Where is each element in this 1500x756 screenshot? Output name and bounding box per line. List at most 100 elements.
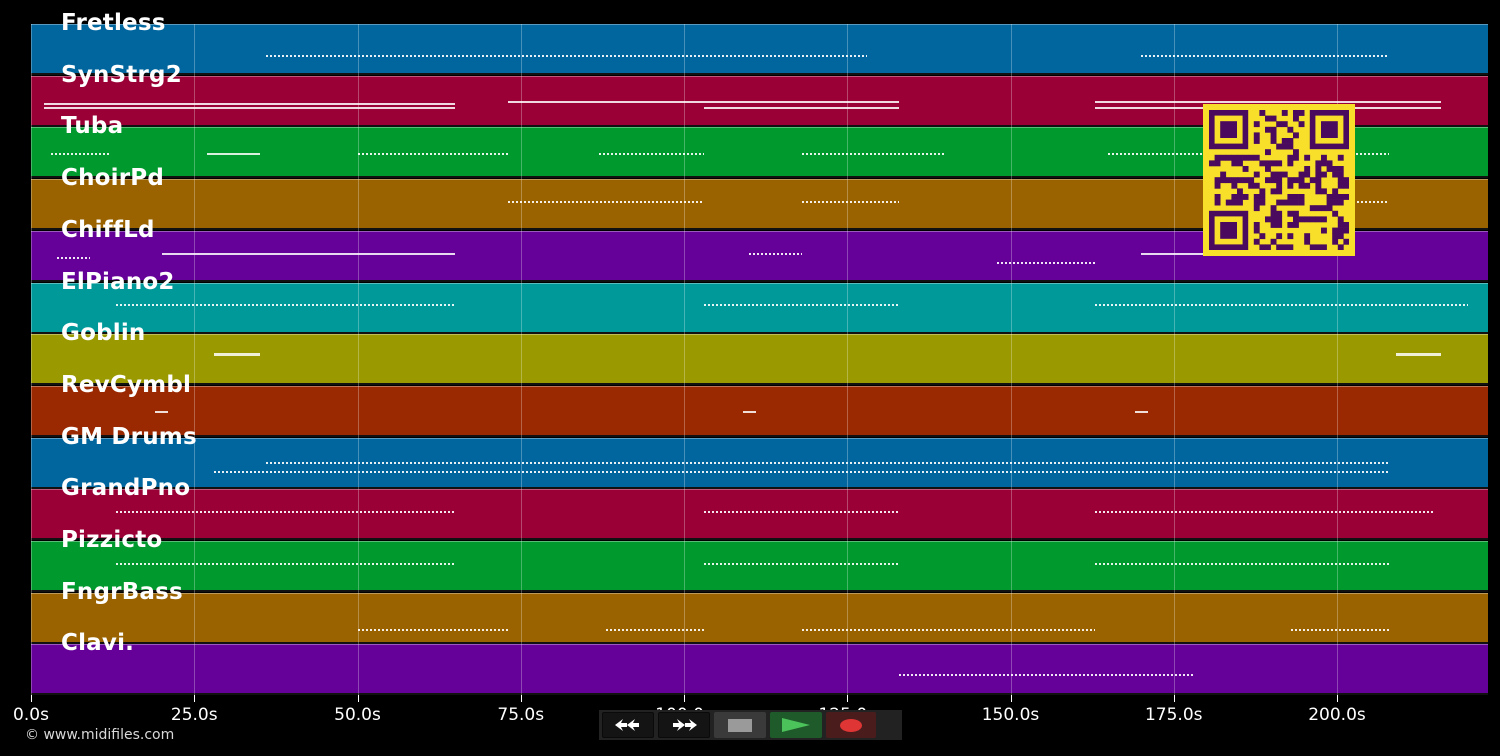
track-lane[interactable] <box>31 385 1488 437</box>
midi-note <box>801 628 1096 631</box>
axis-tick <box>520 695 522 702</box>
midi-note <box>599 153 704 156</box>
grid-line <box>1173 24 1175 695</box>
midi-note <box>57 256 90 259</box>
track-label: GrandPno <box>61 475 191 502</box>
track-label: Clavi. <box>61 630 135 657</box>
midi-note <box>1141 252 1207 255</box>
track-label: ElPiano2 <box>61 268 175 295</box>
axis-tick <box>194 695 196 702</box>
midi-note <box>1291 628 1390 631</box>
axis-tick-label: 175.0s <box>1144 705 1203 725</box>
axis-tick-label: 75.0s <box>497 705 545 725</box>
midi-note <box>749 252 802 255</box>
grid-line <box>520 24 522 695</box>
midi-note <box>703 511 900 514</box>
midi-note <box>605 628 704 631</box>
midi-note <box>44 102 456 105</box>
midi-note <box>801 153 946 156</box>
midi-note <box>703 106 900 109</box>
qr-code <box>1203 104 1355 256</box>
grid-line <box>847 24 849 695</box>
record-button[interactable] <box>826 712 876 738</box>
midi-note <box>1337 201 1390 204</box>
midi-note <box>1134 410 1148 413</box>
axis-tick <box>357 695 359 702</box>
track-label: Pizzicto <box>61 527 163 553</box>
axis-tick <box>847 695 849 702</box>
midi-note <box>213 353 260 357</box>
qr-code-icon <box>1209 110 1349 250</box>
midi-note <box>44 106 456 109</box>
midi-note <box>899 674 1194 677</box>
midi-note <box>161 252 456 255</box>
axis-tick-label: 0.0s <box>13 705 49 725</box>
fast-forward-icon <box>673 719 697 731</box>
play-button[interactable] <box>770 712 822 738</box>
track-label: Goblin <box>61 320 146 347</box>
copyright-text: © www.midifiles.com <box>25 727 175 743</box>
track-label: ChoirPd <box>61 165 165 192</box>
midi-note <box>266 55 867 57</box>
track-lane[interactable] <box>31 282 1488 334</box>
axis-tick <box>31 695 32 702</box>
midi-note <box>1095 563 1390 565</box>
midi-note <box>703 303 900 306</box>
track-lane[interactable] <box>31 541 1488 592</box>
axis-tick <box>1010 695 1012 702</box>
record-icon <box>840 718 862 732</box>
track-lane[interactable] <box>31 644 1488 696</box>
midi-note <box>742 410 756 413</box>
midi-note <box>266 461 1390 464</box>
axis-tick-label: 200.0s <box>1308 705 1366 725</box>
track-label: SynStrg2 <box>61 61 182 88</box>
axis-tick-label: 150.0s <box>981 705 1040 725</box>
transport-controls <box>599 710 902 740</box>
midi-note <box>115 303 456 306</box>
midi-note <box>507 201 704 204</box>
midi-note <box>50 153 110 156</box>
fast-forward-button[interactable] <box>658 712 710 738</box>
axis-tick <box>684 695 685 702</box>
grid-line <box>684 24 685 695</box>
track-label: Tuba <box>61 113 124 140</box>
grid-line <box>31 24 32 695</box>
track-label: Fretless <box>61 10 166 36</box>
midi-note <box>1141 55 1390 57</box>
track-label: FngrBass <box>61 578 183 605</box>
midi-note <box>997 261 1096 264</box>
track-label: RevCymbl <box>61 371 192 398</box>
stop-button[interactable] <box>714 712 766 738</box>
midi-note <box>1095 303 1468 306</box>
play-icon <box>782 718 810 732</box>
track-lane[interactable] <box>31 489 1488 541</box>
midi-note <box>357 628 508 631</box>
axis-tick-label: 25.0s <box>170 705 218 725</box>
rewind-icon <box>615 719 639 731</box>
track-lane[interactable] <box>31 24 1488 75</box>
midi-note <box>703 563 900 565</box>
grid-line <box>194 24 196 695</box>
midi-note <box>207 153 260 156</box>
grid-line <box>357 24 359 695</box>
stop-icon <box>728 718 752 732</box>
midi-note <box>213 470 1390 473</box>
grid-line <box>1010 24 1012 695</box>
track-lane[interactable] <box>31 334 1488 386</box>
axis-tick <box>1173 695 1175 702</box>
track-lane[interactable] <box>31 592 1488 644</box>
midi-note <box>1395 353 1442 357</box>
midi-note <box>115 563 456 565</box>
midi-note <box>115 511 456 514</box>
midi-note <box>155 410 169 413</box>
midi-note <box>507 100 900 103</box>
midi-note <box>1095 100 1442 103</box>
axis-tick <box>1337 695 1338 702</box>
track-label: GM Drums <box>61 423 197 450</box>
midi-note <box>801 201 900 204</box>
track-label: ChiffLd <box>61 216 155 243</box>
rewind-button[interactable] <box>602 712 654 738</box>
axis-tick-label: 50.0s <box>334 705 381 725</box>
midi-note <box>1095 511 1435 514</box>
grid-line <box>1337 24 1338 695</box>
